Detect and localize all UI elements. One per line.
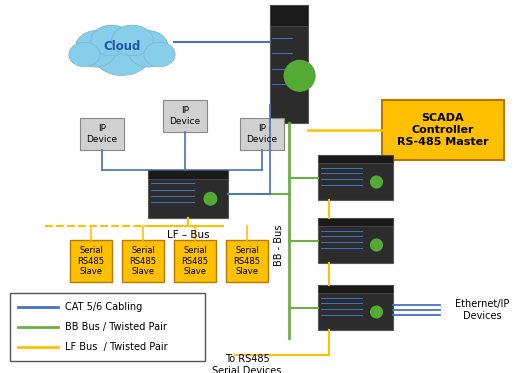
FancyBboxPatch shape xyxy=(270,5,308,123)
Text: Serial
RS485
Slave: Serial RS485 Slave xyxy=(78,246,104,276)
Ellipse shape xyxy=(91,25,132,56)
Text: Serial
RS485
Slave: Serial RS485 Slave xyxy=(181,246,209,276)
Text: BB Bus / Twisted Pair: BB Bus / Twisted Pair xyxy=(65,322,167,332)
Text: Cloud: Cloud xyxy=(103,40,140,53)
Text: IP
Device: IP Device xyxy=(246,124,278,144)
FancyBboxPatch shape xyxy=(174,240,216,282)
Text: To RS485
Serial Devices: To RS485 Serial Devices xyxy=(212,354,281,373)
FancyBboxPatch shape xyxy=(70,240,112,282)
Text: Ethernet/IP
Devices: Ethernet/IP Devices xyxy=(455,300,509,321)
Ellipse shape xyxy=(127,31,169,67)
FancyBboxPatch shape xyxy=(318,218,393,263)
FancyBboxPatch shape xyxy=(148,170,228,179)
FancyBboxPatch shape xyxy=(10,293,205,361)
Ellipse shape xyxy=(69,43,100,67)
FancyBboxPatch shape xyxy=(270,5,308,26)
FancyBboxPatch shape xyxy=(80,118,124,150)
Text: CAT 5/6 Cabling: CAT 5/6 Cabling xyxy=(65,302,142,312)
FancyBboxPatch shape xyxy=(163,100,207,132)
Ellipse shape xyxy=(94,34,151,75)
Circle shape xyxy=(284,60,315,91)
FancyBboxPatch shape xyxy=(318,285,393,293)
Ellipse shape xyxy=(112,25,153,56)
Text: BB - Bus: BB - Bus xyxy=(274,224,284,266)
FancyBboxPatch shape xyxy=(148,170,228,218)
Circle shape xyxy=(371,176,383,188)
FancyBboxPatch shape xyxy=(382,100,504,160)
FancyBboxPatch shape xyxy=(318,155,393,163)
Text: IP
Device: IP Device xyxy=(169,106,201,126)
Text: LF – Bus: LF – Bus xyxy=(167,230,209,240)
FancyBboxPatch shape xyxy=(240,118,284,150)
Ellipse shape xyxy=(144,43,175,67)
FancyBboxPatch shape xyxy=(318,218,393,226)
Text: Serial
RS485
Slave: Serial RS485 Slave xyxy=(129,246,156,276)
FancyBboxPatch shape xyxy=(122,240,164,282)
Circle shape xyxy=(371,239,383,251)
Circle shape xyxy=(204,192,217,205)
FancyBboxPatch shape xyxy=(226,240,268,282)
Ellipse shape xyxy=(75,31,117,67)
Text: IP
Device: IP Device xyxy=(86,124,118,144)
FancyBboxPatch shape xyxy=(318,155,393,200)
Circle shape xyxy=(371,306,383,318)
Text: LF Bus  / Twisted Pair: LF Bus / Twisted Pair xyxy=(65,342,168,352)
Text: SCADA
Controller
RS-485 Master: SCADA Controller RS-485 Master xyxy=(397,113,489,147)
FancyBboxPatch shape xyxy=(318,285,393,330)
Text: Serial
RS485
Slave: Serial RS485 Slave xyxy=(234,246,261,276)
